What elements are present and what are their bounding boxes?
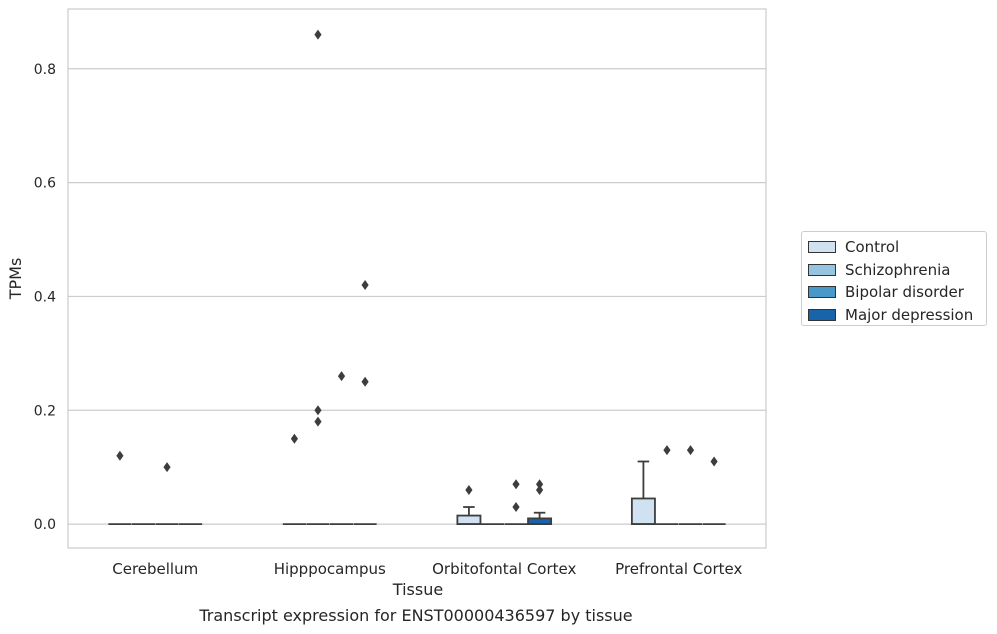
legend-label-control: Control [845,238,900,257]
outlier-point [361,280,369,291]
outlier-point [512,502,520,513]
box [630,497,656,525]
figure-caption: Transcript expression for ENST0000043659… [199,606,633,625]
outlier-point [361,376,369,387]
outlier-point [512,479,520,490]
outlier-point [663,445,671,456]
outlier-point [314,405,322,416]
y-tick-label: 0.6 [34,176,56,192]
legend-label-bipolar-disorder: Bipolar disorder [845,283,964,302]
legend-item-control: Control [808,236,986,259]
y-tick-label: 0.4 [34,289,56,305]
legend: Control Schizophrenia Bipolar disorder M… [801,231,987,326]
axes: 0.0 0.2 0.4 0.6 0.8 Cerebellum Hipppocampus Orb… [34,62,743,578]
outlier-point [116,450,124,461]
outlier-point [337,371,346,382]
outlier-point [535,479,544,490]
plot-frame [67,8,767,549]
outlier-point [686,445,695,456]
outlier-point [163,462,171,473]
y-tick-label: 0.8 [34,62,56,78]
legend-swatch-major-depression [808,308,836,321]
legend-item-schizophrenia: Schizophrenia [808,259,986,282]
outlier-point [314,416,322,427]
legend-item-bipolar-disorder: Bipolar disorder [808,281,986,304]
box [456,514,482,525]
y-tick-label: 0.2 [34,403,56,419]
box-plot-marks [108,29,726,525]
outlier-point [465,484,473,495]
legend-swatch-bipolar-disorder [808,286,836,299]
x-axis-label: Tissue [392,580,443,599]
y-tick-label: 0.0 [34,517,56,533]
outlier-point [314,29,322,40]
x-tick-label: Orbitofontal Cortex [432,560,576,578]
legend-item-major-depression: Major depression [808,304,986,327]
legend-swatch-schizophrenia [808,263,836,276]
x-tick-label: Hipppocampus [274,560,386,578]
outlier-point [290,433,299,444]
outlier-point [535,484,544,495]
x-tick-label: Prefrontal Cortex [615,560,742,578]
legend-label-schizophrenia: Schizophrenia [845,260,951,279]
grid-lines [68,68,766,525]
outlier-point [710,456,718,467]
x-tick-label: Cerebellum [112,560,198,578]
legend-swatch-control [808,241,836,254]
y-axis-label: TPMs [6,258,25,301]
legend-label-major-depression: Major depression [845,305,974,324]
